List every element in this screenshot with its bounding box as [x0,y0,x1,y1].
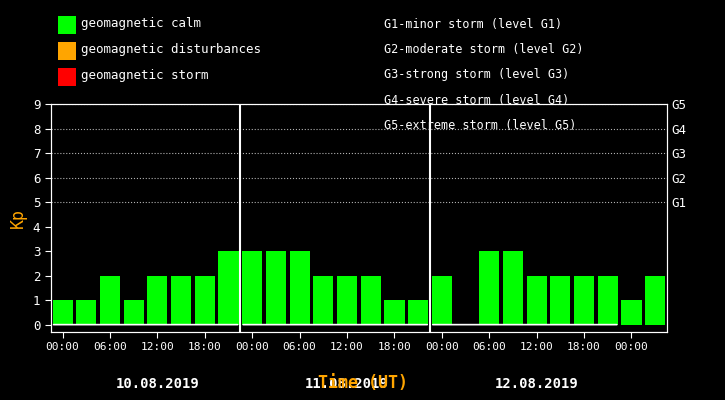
Bar [100,276,120,325]
Text: G2-moderate storm (level G2): G2-moderate storm (level G2) [384,43,584,56]
Bar [52,300,72,325]
Bar [147,276,167,325]
Bar [242,251,262,325]
Bar [621,300,642,325]
Bar [574,276,594,325]
Bar [408,300,428,325]
Text: G5-extreme storm (level G5): G5-extreme storm (level G5) [384,119,576,132]
Bar [289,251,310,325]
Bar [360,276,381,325]
Bar [479,251,500,325]
Bar [503,251,523,325]
Bar [384,300,405,325]
Bar [550,276,571,325]
Text: G3-strong storm (level G3): G3-strong storm (level G3) [384,68,570,82]
Text: geomagnetic storm: geomagnetic storm [81,70,209,82]
Bar [76,300,96,325]
Bar [124,300,144,325]
Bar [171,276,191,325]
Text: Time (UT): Time (UT) [318,374,407,392]
Y-axis label: Kp: Kp [9,208,28,228]
Bar [266,251,286,325]
Text: geomagnetic disturbances: geomagnetic disturbances [81,44,261,56]
Bar [526,276,547,325]
Bar [313,276,334,325]
Bar [597,276,618,325]
Text: 10.08.2019: 10.08.2019 [115,378,199,392]
Bar [432,276,452,325]
Bar [218,251,239,325]
Text: 11.08.2019: 11.08.2019 [305,378,389,392]
Text: 12.08.2019: 12.08.2019 [494,378,579,392]
Text: G1-minor storm (level G1): G1-minor storm (level G1) [384,18,563,31]
Text: geomagnetic calm: geomagnetic calm [81,18,202,30]
Bar [195,276,215,325]
Bar [337,276,357,325]
Bar [645,276,666,325]
Text: G4-severe storm (level G4): G4-severe storm (level G4) [384,94,570,107]
